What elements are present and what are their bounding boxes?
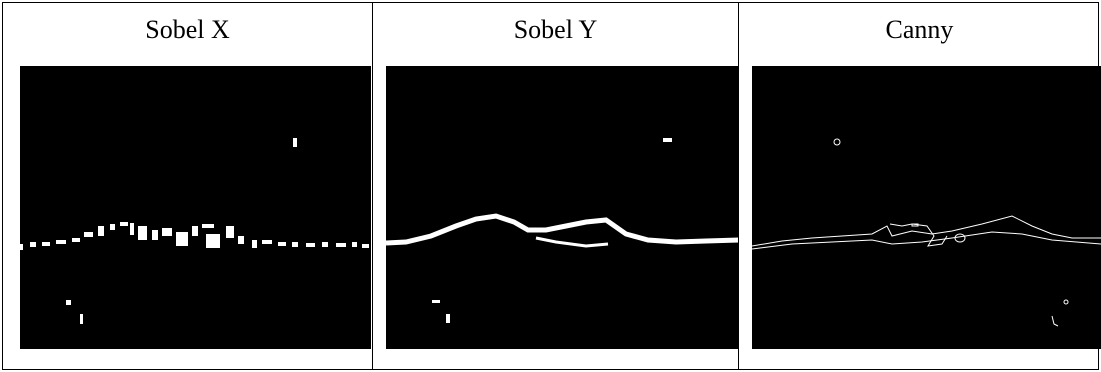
cell: Sobel X [3,3,372,369]
cell-title: Sobel Y [373,15,738,45]
edge-image [386,66,739,349]
cell: Sobel Y [372,3,738,369]
cell-title: Canny [739,15,1100,45]
cell-title: Sobel X [3,15,372,45]
edge-image [20,66,371,349]
cell: Canny [738,3,1100,369]
edge-image [752,66,1101,349]
figure-table: Sobel X Sobel Y [2,2,1099,370]
